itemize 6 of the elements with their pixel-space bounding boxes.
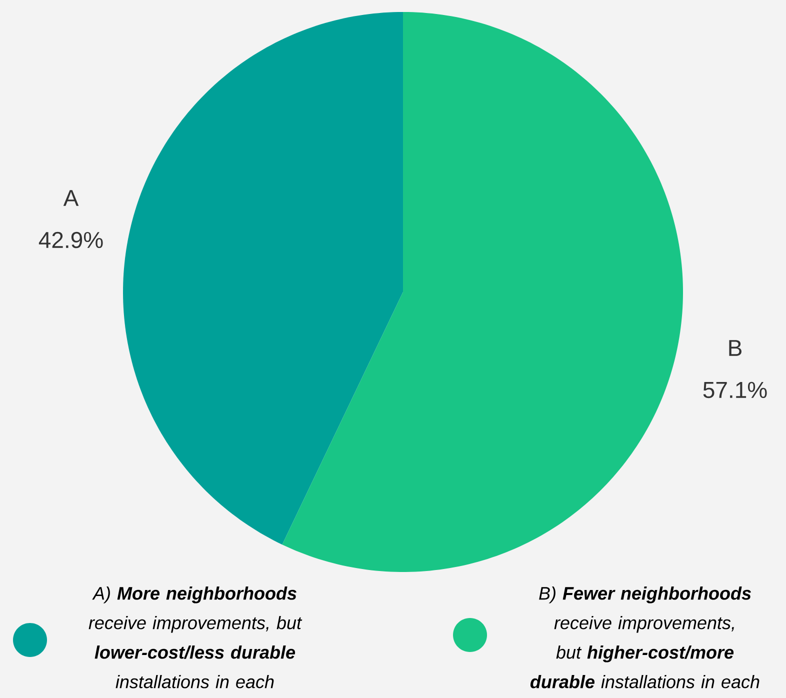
data-label: 42.9% <box>38 232 103 248</box>
text: B) Fewer neighborhoods receive improvements, but higher-cost/more durable installations in each <box>530 586 760 688</box>
text: A) More neighborhoods receive improvements, but lower-cost/less durable installations in each <box>88 586 302 688</box>
slice-label: B <box>729 340 742 356</box>
data-label: 57.1% <box>703 382 767 398</box>
slice-label: A <box>63 190 79 206</box>
